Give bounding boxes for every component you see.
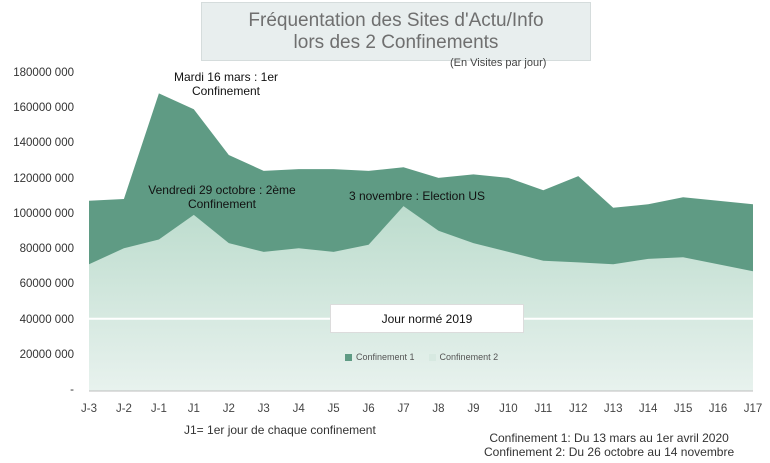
chart-title-box: Fréquentation des Sites d'Actu/Info lors… <box>201 2 591 61</box>
chart-subtitle: (En Visites par jour) <box>450 57 547 69</box>
y-tick-label: - <box>70 384 74 396</box>
footer-period-confinement-2: Confinement 2: Du 26 octobre au 14 novem… <box>484 445 735 459</box>
legend-label-confinement-2: Confinement 2 <box>439 352 499 362</box>
area-series-2 <box>89 206 753 391</box>
x-tick-label: J-3 <box>81 403 97 415</box>
x-tick-label: J5 <box>327 403 340 415</box>
x-tick-label: J2 <box>222 403 235 415</box>
y-tick-label: 60000 000 <box>19 278 74 291</box>
chart-title-line-2: lors des 2 Confinements <box>293 31 499 53</box>
footer-note-j1: J1= 1er jour de chaque confinement <box>184 423 376 437</box>
x-tick-label: J1 <box>187 403 200 415</box>
x-tick-label: J3 <box>257 403 270 415</box>
annotation-first-lockdown: Mardi 16 mars : 1er Confinement <box>158 70 294 98</box>
footer-period-confinement-1: Confinement 1: Du 13 mars au 1er avril 2… <box>489 431 729 445</box>
annotation-first-lockdown-line-1: Mardi 16 mars : 1er <box>173 70 279 84</box>
chart-title-line-1: Fréquentation des Sites d'Actu/Info <box>248 9 544 31</box>
y-tick-label: 180000 000 <box>13 67 74 79</box>
legend-swatch-confinement-1 <box>345 353 352 361</box>
y-tick-label: 20000 000 <box>19 348 74 361</box>
annotation-second-lockdown: Vendredi 29 octobre : 2ème Confinement <box>134 183 310 211</box>
x-tick-label: J14 <box>638 403 658 415</box>
reference-line-label: Jour normé 2019 <box>330 304 524 333</box>
x-tick-label: J-1 <box>150 403 167 415</box>
annotation-election-us: 3 novembre : Election US <box>336 189 498 203</box>
x-tick-label: J10 <box>499 403 518 415</box>
y-tick-label: 140000 000 <box>13 137 74 150</box>
x-tick-label: J-2 <box>115 403 132 415</box>
annotation-first-lockdown-line-2: Confinement <box>191 84 261 98</box>
y-tick-label: 80000 000 <box>19 243 74 256</box>
x-tick-label: J6 <box>362 403 375 415</box>
legend-swatch-confinement-2 <box>428 353 436 361</box>
y-tick-label: 40000 000 <box>19 313 74 326</box>
y-tick-label: 120000 000 <box>13 172 74 185</box>
x-tick-label: J7 <box>397 403 410 415</box>
y-tick-label: 100000 000 <box>13 207 74 220</box>
x-tick-label: J17 <box>743 403 763 415</box>
x-tick-label: J15 <box>673 403 693 415</box>
x-tick-label: J4 <box>292 403 305 415</box>
x-tick-label: J9 <box>467 403 480 415</box>
x-tick-label: J13 <box>603 403 623 415</box>
footer-periods: Confinement 1: Du 13 mars au 1er avril 2… <box>484 431 734 459</box>
legend-item-confinement-1: Confinement 1 <box>345 352 415 362</box>
annotation-second-lockdown-line-1: Vendredi 29 octobre : 2ème <box>148 183 296 197</box>
x-tick-label: J16 <box>708 403 728 415</box>
annotation-second-lockdown-line-2: Confinement <box>187 197 257 211</box>
x-tick-label: J11 <box>534 403 553 415</box>
x-tick-label: J12 <box>568 403 588 415</box>
annotation-election-us-line-1: 3 novembre : Election US <box>348 189 486 203</box>
legend-label-confinement-1: Confinement 1 <box>356 352 415 362</box>
chart-legend: Confinement 1 Confinement 2 <box>345 352 498 362</box>
legend-item-confinement-2: Confinement 2 <box>428 352 499 362</box>
x-tick-label: J8 <box>432 403 445 415</box>
y-tick-label: 160000 000 <box>13 102 74 115</box>
